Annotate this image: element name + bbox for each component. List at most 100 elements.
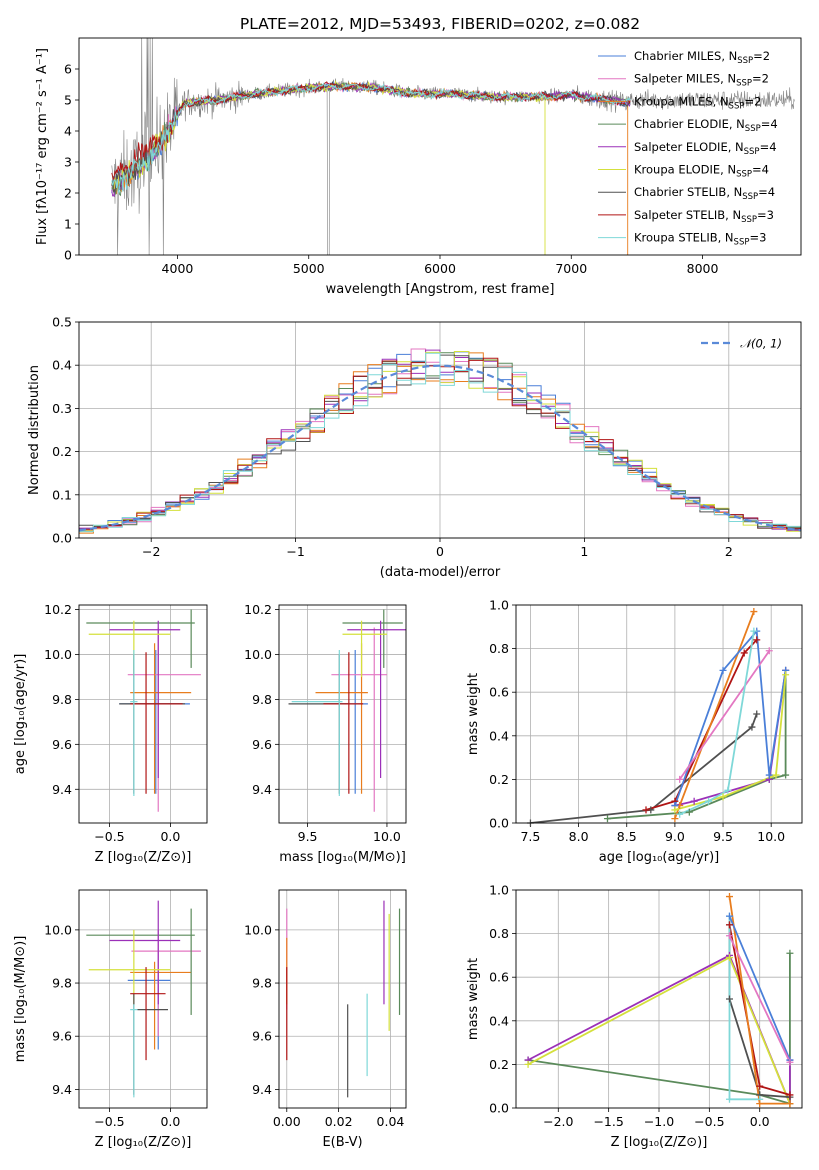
age_vs_Z-ytick-label: 9.4 [52,782,72,797]
residuals-legend: 𝒩(0, 1) [701,337,782,351]
weight_vs_age-point-kroupa_miles [671,815,678,822]
weight_vs_age-ytick-label: 0.2 [489,772,509,787]
legend-sub: SSP [736,79,752,89]
age_vs_Z-xtick-label: −0.5 [94,829,124,844]
spectrum-ylabel: Flux [fλ10⁻¹⁷ erg cm⁻² s⁻¹ A⁻¹] [35,48,50,245]
residuals-ytick-label: 0.1 [52,487,72,502]
mass_vs_ebv-xlabel: E(B-V) [322,1135,362,1150]
age_vs_mass-ytick-label: 9.8 [252,692,272,707]
age_vs_mass-xtick-label: 9.5 [298,829,318,844]
weight_vs_age-point-chabrier_elodie [782,772,789,779]
age_vs_mass-ytick-label: 10.2 [244,602,272,617]
weight_vs_Z-ytick-label: 0.8 [489,926,509,941]
weight_vs_Z-ytick-label: 0.4 [489,1013,509,1028]
residuals-ytick-label: 0.3 [52,401,72,416]
legend-label-chabrier_stelib: Chabrier STELIB, NSSP=4 [634,185,775,202]
spectrum-xtick-label: 4000 [162,261,194,276]
mass_vs_ebv-ytick-label: 10.0 [244,922,272,937]
weight_vs_age-xtick-label: 9.0 [665,829,685,844]
legend-text: Kroupa ELODIE, N [634,163,736,177]
weight_vs_age-ylabel: mass weight [466,673,481,755]
legend-text: Chabrier ELODIE, N [634,117,745,131]
mass_vs_Z-ylabel: mass [log₁₀(M/M⊙)] [13,936,28,1063]
spectrum-xlabel: wavelength [Angstrom, rest frame] [326,282,555,297]
legend-text: Chabrier MILES, N [634,49,737,63]
weight_vs_age-ytick-label: 0.0 [489,816,509,831]
spectrum-ytick-label: 1 [64,217,72,232]
mass_vs_Z-ytick-label: 9.8 [52,976,72,991]
legend-sub: SSP [736,170,752,180]
residuals-ytick-label: 0.0 [52,531,72,546]
spectrum-ytick-label: 2 [64,186,72,201]
residuals-xtick-label: −2 [142,544,160,559]
mass_vs_ebv-xtick-label: 0.02 [325,1114,353,1129]
weight_vs_age-ytick-label: 1.0 [489,598,509,613]
legend-tail: =2 [753,49,770,63]
weight_vs_Z-point-kroupa_miles [756,1100,763,1107]
age_vs_mass-xtick-label: 10.0 [373,829,401,844]
legend-tail: =3 [757,208,774,222]
mass_vs_ebv-xtick-label: 0.00 [273,1114,301,1129]
age_vs_mass-xlabel: mass [log₁₀(M/M⊙)] [279,850,406,865]
age_vs_Z-plot-area [86,609,201,811]
legend-text: Salpeter MILES, N [634,72,736,86]
legend-text: Salpeter ELODIE, N [634,140,744,154]
spectrum-ytick-label: 3 [64,155,72,170]
mass_vs_ebv-axes: 0.00 0.02 0.049.49.69.810.0E(B-V) [244,890,406,1150]
spectrum-xtick-label: 7000 [555,261,587,276]
mass_vs_Z-xtick-label: 0.0 [160,1114,180,1129]
age_vs_Z-ytick-label: 10.0 [44,647,72,662]
weight_vs_age-xtick-label: 8.0 [569,829,589,844]
weight_vs_age-ytick-label: 0.4 [489,728,509,743]
spectrum-xtick-label: 8000 [687,261,719,276]
weight_vs_Z-point-kroupa_elodie [525,1061,532,1068]
weight_vs_Z-point-kroupa_miles [726,893,733,900]
legend-label-salpeter_elodie: Salpeter ELODIE, NSSP=4 [634,140,777,157]
weight_vs_age-point-salpeter_stelib [643,806,650,813]
legend-tail: =4 [760,140,777,154]
residuals-ytick-label: 0.2 [52,444,72,459]
legend-sub: SSP [741,215,757,225]
age_vs_mass-ytick-label: 10.0 [244,647,272,662]
weight_vs_Z-ytick-label: 1.0 [489,883,509,898]
legend-label-kroupa_elodie: Kroupa ELODIE, NSSP=4 [634,163,769,180]
residuals-ytick-label: 0.5 [52,315,72,330]
weight_vs_Z-point-chabrier_stelib [726,996,733,1003]
weight_vs_age-point-kroupa_elodie [782,671,789,678]
weight_vs_age-xlabel: age [log₁₀(age/yr)] [599,850,720,865]
figure-title: PLATE=2012, MJD=53493, FIBERID=0202, z=0… [240,15,640,33]
spectrum-ytick-label: 5 [64,93,72,108]
residuals-xtick-label: 0 [436,544,444,559]
age_vs_mass-ytick-label: 9.4 [252,782,272,797]
legend-label-chabrier_elodie: Chabrier ELODIE, NSSP=4 [634,117,778,134]
weight_vs_age-xtick-label: 9.5 [713,829,733,844]
spectrum-ytick-label: 6 [64,62,72,77]
weight_vs_age-xtick-label: 10.0 [757,829,785,844]
weight_vs_age-series-salpeter_elodie [675,670,786,805]
legend-sub: SSP [745,124,761,134]
weight_vs_Z-point-kroupa_miles [786,1100,793,1107]
weight_vs_age-xtick-label: 8.5 [617,829,637,844]
weight_vs_Z-ytick-label: 0.0 [489,1101,509,1116]
legend-sub: SSP [744,147,760,157]
weight_vs_Z-xtick-label: −0.5 [694,1114,724,1129]
legend-text: Salpeter STELIB, N [634,208,741,222]
mass_vs_ebv-xtick-label: 0.04 [377,1114,405,1129]
mass_vs_Z-xtick-label: −0.5 [94,1114,124,1129]
age_vs_Z-frame [79,605,207,823]
weight_vs_Z-xtick-label: −1.5 [593,1114,623,1129]
mass_vs_Z-ytick-label: 9.4 [52,1082,72,1097]
weight_vs_Z-point-chabrier_elodie [786,950,793,957]
spectrum-ytick-label: 0 [64,248,72,263]
weight_vs_Z-ylabel: mass weight [466,958,481,1040]
residuals-xtick-label: 2 [725,544,733,559]
weight_vs_age-ytick-label: 0.8 [489,641,509,656]
weight_vs_age-ytick-label: 0.6 [489,685,509,700]
legend-label-salpeter_miles: Salpeter MILES, NSSP=2 [634,72,769,89]
mass_vs_ebv-frame [279,890,406,1108]
age_vs_Z-ytick-label: 9.8 [52,692,72,707]
mass_vs_Z-ytick-label: 9.6 [52,1029,72,1044]
weight_vs_age-series-kroupa_elodie [675,675,786,810]
figure-canvas: PLATE=2012, MJD=53493, FIBERID=0202, z=0… [0,0,819,1170]
